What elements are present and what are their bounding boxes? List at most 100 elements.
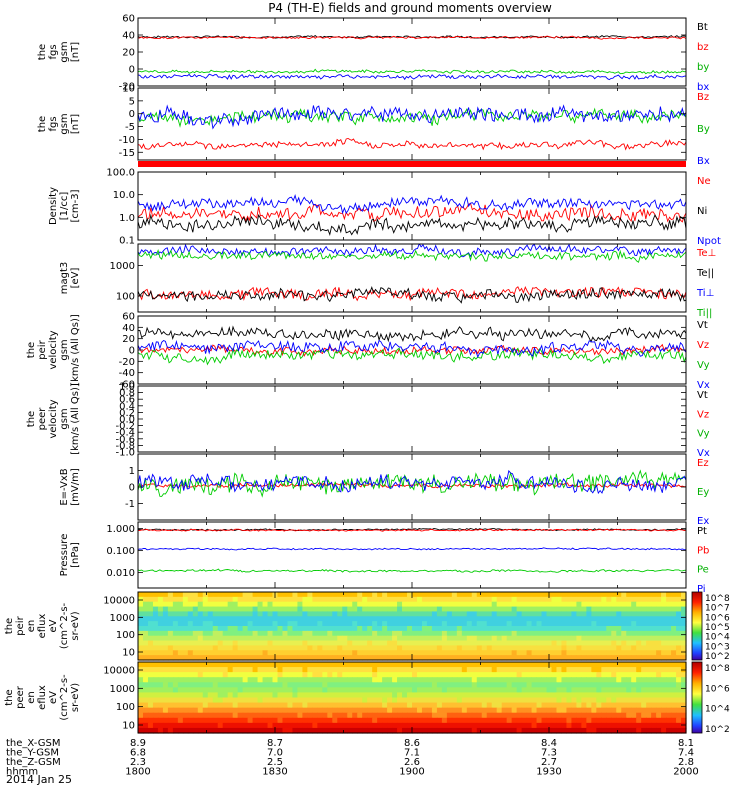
heatmap-cell [501, 611, 508, 617]
heatmap-cell [586, 712, 592, 719]
heatmap-cell [257, 616, 264, 622]
heatmap-cell [307, 645, 313, 651]
colorbar-label: 10^2 [705, 725, 730, 735]
heatmap-cell [506, 687, 513, 694]
heatmap-cell [357, 662, 363, 668]
heatmap-cell [631, 662, 637, 668]
heatmap-cell [416, 667, 423, 673]
heatmap-cell [322, 630, 328, 637]
heatmap-cell [516, 592, 523, 598]
heatmap-cell [511, 727, 518, 734]
heatmap-cell [152, 707, 159, 714]
heatmap-cell [212, 697, 219, 704]
heatmap-cell [312, 650, 318, 656]
heatmap-cell [526, 692, 533, 699]
heatmap-cell [147, 717, 154, 724]
heatmap-cell [526, 616, 533, 622]
heatmap-cell [506, 650, 513, 656]
heatmap-cell [172, 645, 179, 651]
heatmap-cell [412, 640, 418, 647]
heatmap-cell [606, 722, 612, 729]
heatmap-cell [232, 682, 239, 688]
heatmap-cell [192, 640, 199, 647]
heatmap-cell [651, 635, 657, 642]
heatmap-cell [247, 596, 254, 603]
heatmap-cell [576, 662, 582, 668]
heatmap-cell [626, 611, 632, 617]
heatmap-cell [581, 682, 587, 688]
heatmap-cell [491, 672, 498, 678]
heatmap-cell [317, 717, 323, 724]
heatmap-cell [402, 672, 408, 678]
heatmap-cell [541, 645, 548, 651]
heatmap-cell [287, 655, 294, 661]
heatmap-cell [392, 717, 398, 724]
heatmap-cell [441, 635, 448, 642]
heatmap-cell [601, 722, 607, 729]
heatmap-cell [377, 645, 383, 651]
heatmap-cell [227, 722, 234, 729]
heatmap-cell [402, 650, 408, 656]
panel-frame [137, 521, 687, 589]
heatmap-cell [571, 697, 577, 704]
heatmap-cell [392, 667, 398, 673]
heatmap-cell [556, 655, 563, 661]
heatmap-cell [496, 650, 503, 656]
y-label-line: sr-eV) [70, 683, 81, 712]
heatmap-cell [436, 687, 443, 694]
heatmap-cell [671, 611, 677, 617]
heatmap-cell [187, 601, 194, 608]
heatmap-cell [402, 692, 408, 699]
heatmap-cell [247, 727, 254, 734]
heatmap-cell [172, 606, 179, 613]
heatmap-cell [362, 630, 368, 637]
heatmap-cell [342, 682, 348, 688]
heatmap-cell [516, 722, 523, 729]
heatmap-cell [392, 707, 398, 714]
heatmap-cell [172, 635, 179, 642]
heatmap-cell [651, 662, 657, 668]
heatmap-cell [337, 707, 343, 714]
heatmap-cell [138, 712, 144, 719]
heatmap-cell [212, 635, 219, 642]
heatmap-cell [152, 616, 159, 622]
heatmap-cell [292, 672, 299, 678]
heatmap-cell [421, 677, 428, 683]
heatmap-cell [267, 596, 274, 603]
heatmap-cell [307, 662, 313, 668]
heatmap-cell [621, 712, 627, 719]
heatmap-cell [342, 707, 348, 714]
heatmap-cell [426, 592, 433, 598]
heatmap-cell [307, 687, 313, 694]
heatmap-cell [446, 702, 453, 709]
heatmap-cell [138, 687, 144, 694]
heatmap-cell [646, 682, 652, 688]
heatmap-cell [481, 655, 488, 661]
heatmap-cell [596, 667, 602, 673]
heatmap-cell [242, 682, 249, 688]
heatmap-cell [641, 727, 647, 734]
heatmap-cell [162, 606, 169, 613]
heatmap-cell [187, 596, 194, 603]
heatmap-cell [636, 655, 642, 661]
heatmap-cell [436, 677, 443, 683]
heatmap-cell [536, 712, 543, 719]
heatmap-cell [292, 702, 299, 709]
heatmap-cell [491, 717, 498, 724]
heatmap-cell [377, 697, 383, 704]
heatmap-cell [476, 601, 483, 608]
heatmap-cell [167, 645, 174, 651]
ephemeris-value: 8.4 [541, 738, 557, 749]
heatmap-cell [257, 712, 264, 719]
heatmap-cell [641, 592, 647, 598]
heatmap-cell [556, 640, 563, 647]
heatmap-cell [267, 682, 274, 688]
heatmap-cell [382, 707, 388, 714]
heatmap-cell [352, 697, 358, 704]
heatmap-cell [392, 640, 398, 647]
y-label-line: en [26, 620, 37, 633]
heatmap-cell [182, 606, 189, 613]
heatmap-cell [247, 667, 254, 673]
heatmap-cell [531, 630, 538, 637]
heatmap-cell [372, 592, 378, 598]
